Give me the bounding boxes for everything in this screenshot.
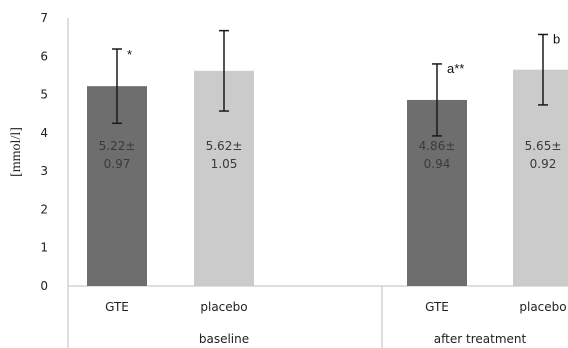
data-label: 0.94 [424,157,451,171]
data-label: 5.22± [99,139,136,153]
data-label: 1.05 [211,157,238,171]
y-tick-label: 7 [40,11,48,25]
data-label: 0.97 [104,157,131,171]
data-label: 5.65± [525,139,562,153]
axis-layer: 0 1 2 3 4 5 6 7 [40,11,568,348]
significance-annotation: * [127,47,132,62]
y-tick-label: 5 [40,88,48,102]
category-label: GTE [105,300,129,314]
category-label: placebo [200,300,247,314]
y-tick-label: 4 [40,126,48,140]
y-tick-label: 3 [40,164,48,178]
y-tick-label: 1 [40,241,48,255]
significance-annotation: a** [447,61,464,76]
group-label: baseline [199,332,249,346]
category-label: placebo [519,300,566,314]
label-layer: baseline 5.22± 0.97 * GTE 5.62± 1.05 placebo aft… [99,31,567,346]
category-label: GTE [425,300,449,314]
bar-layer [87,29,568,286]
y-tick-label: 0 [40,279,48,293]
data-label: 4.86± [419,139,456,153]
bar [513,69,568,286]
y-tick-label: 2 [40,202,48,216]
y-axis-label: [mmol/l] [9,127,24,177]
data-label: 5.62± [206,139,243,153]
y-tick-label: 6 [40,49,48,63]
group-label: after treatment [434,332,527,346]
significance-annotation: b [553,31,560,46]
data-label: 0.92 [530,157,557,171]
